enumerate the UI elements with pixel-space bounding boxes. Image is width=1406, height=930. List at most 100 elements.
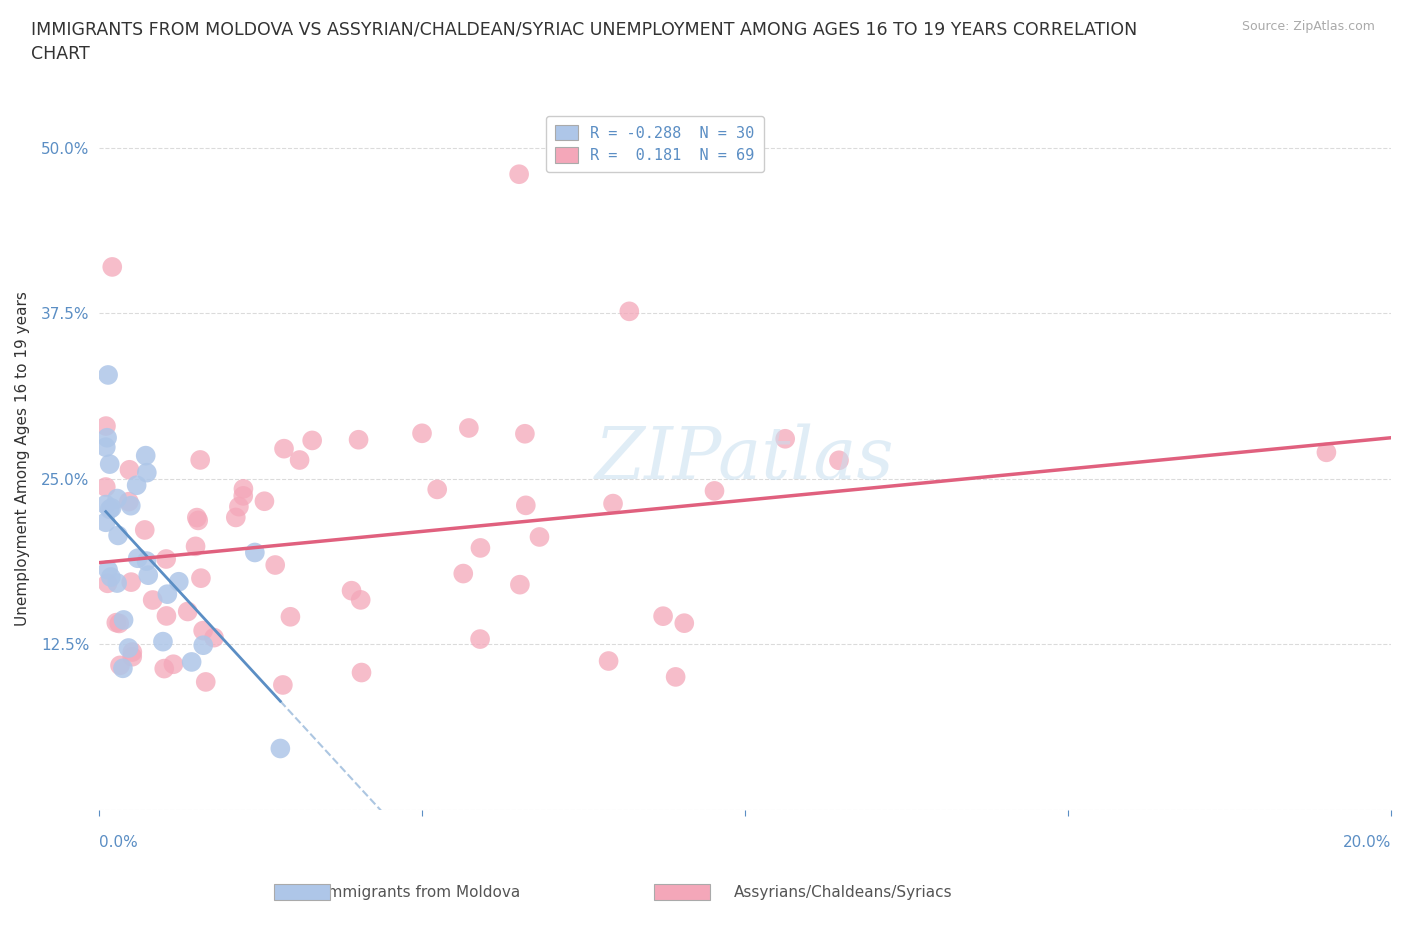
Point <box>96 431 118 445</box>
Point <box>188 453 211 468</box>
Point <box>156 587 179 602</box>
Point <box>673 616 696 631</box>
Text: IMMIGRANTS FROM MOLDOVA VS ASSYRIAN/CHALDEAN/SYRIAC UNEMPLOYMENT AMONG AGES 16 T: IMMIGRANTS FROM MOLDOVA VS ASSYRIAN/CHAL… <box>31 20 1137 38</box>
Text: Immigrants from Moldova: Immigrants from Moldova <box>323 885 520 900</box>
Point <box>118 494 141 509</box>
Point <box>350 665 373 680</box>
Point <box>529 529 551 544</box>
Point <box>426 482 449 497</box>
Point <box>619 304 641 319</box>
Point <box>101 259 124 274</box>
Point <box>100 569 122 584</box>
Point <box>117 641 139 656</box>
Point <box>162 657 184 671</box>
Point <box>94 440 117 455</box>
Text: 20.0%: 20.0% <box>1343 835 1391 850</box>
Point <box>152 634 174 649</box>
Point <box>271 678 294 693</box>
Point <box>97 576 120 591</box>
Point <box>194 674 217 689</box>
Point <box>602 497 624 512</box>
Point <box>232 488 254 503</box>
Point <box>202 631 225 645</box>
Point <box>127 551 149 565</box>
Point <box>155 551 177 566</box>
Point <box>513 426 536 441</box>
Text: Assyrians/Chaldeans/Syriacs: Assyrians/Chaldeans/Syriacs <box>734 885 953 900</box>
Point <box>167 575 190 590</box>
Point <box>94 515 117 530</box>
Point <box>121 649 143 664</box>
Point <box>515 498 537 512</box>
Point <box>273 441 295 456</box>
Point <box>457 420 479 435</box>
Point <box>190 571 212 586</box>
Point <box>94 480 117 495</box>
Point <box>121 644 143 659</box>
Point <box>470 540 492 555</box>
Point <box>340 583 363 598</box>
Point <box>598 654 620 669</box>
Point <box>411 426 433 441</box>
Text: CHART: CHART <box>31 45 90 62</box>
Point <box>108 616 131 631</box>
Point <box>773 432 796 446</box>
Point <box>269 741 291 756</box>
Point <box>135 465 157 480</box>
Point <box>125 478 148 493</box>
Point <box>652 609 675 624</box>
Point <box>187 513 209 528</box>
Point <box>468 631 491 646</box>
Point <box>107 528 129 543</box>
Point <box>142 592 165 607</box>
Point <box>184 538 207 553</box>
Point <box>94 418 117 433</box>
Point <box>120 575 142 590</box>
Point <box>94 498 117 512</box>
Point <box>280 609 302 624</box>
Point <box>100 500 122 515</box>
Point <box>105 615 128 630</box>
Point <box>508 166 530 181</box>
Point <box>264 558 287 573</box>
Point <box>665 670 688 684</box>
Point <box>112 613 135 628</box>
Point <box>153 661 176 676</box>
Point <box>155 608 177 623</box>
Point <box>177 604 200 619</box>
Point <box>451 566 474 581</box>
Point <box>703 484 725 498</box>
Legend: R = -0.288  N = 30, R =  0.181  N = 69: R = -0.288 N = 30, R = 0.181 N = 69 <box>546 115 763 172</box>
Point <box>186 511 208 525</box>
Point <box>232 482 254 497</box>
Point <box>228 499 250 514</box>
Point <box>509 578 531 592</box>
Point <box>1315 445 1337 459</box>
Point <box>301 433 323 448</box>
Point <box>98 502 121 517</box>
Text: ZIPatlas: ZIPatlas <box>595 424 896 494</box>
Point <box>180 655 202 670</box>
Point <box>97 367 120 382</box>
Point <box>111 661 134 676</box>
Point <box>118 462 141 477</box>
Point <box>134 523 156 538</box>
Point <box>347 432 370 447</box>
Point <box>135 448 157 463</box>
Point <box>97 563 120 578</box>
Point <box>225 510 247 525</box>
Point <box>243 545 266 560</box>
Point <box>191 623 214 638</box>
Point <box>253 494 276 509</box>
Y-axis label: Unemployment Among Ages 16 to 19 years: Unemployment Among Ages 16 to 19 years <box>15 291 30 627</box>
Text: 0.0%: 0.0% <box>100 835 138 850</box>
Point <box>136 567 159 582</box>
Text: Source: ZipAtlas.com: Source: ZipAtlas.com <box>1241 20 1375 33</box>
Point <box>98 457 121 472</box>
Point <box>108 658 131 672</box>
Point <box>288 453 311 468</box>
Point <box>120 498 142 513</box>
Point <box>105 576 128 591</box>
Point <box>105 491 128 506</box>
Point <box>135 553 157 568</box>
